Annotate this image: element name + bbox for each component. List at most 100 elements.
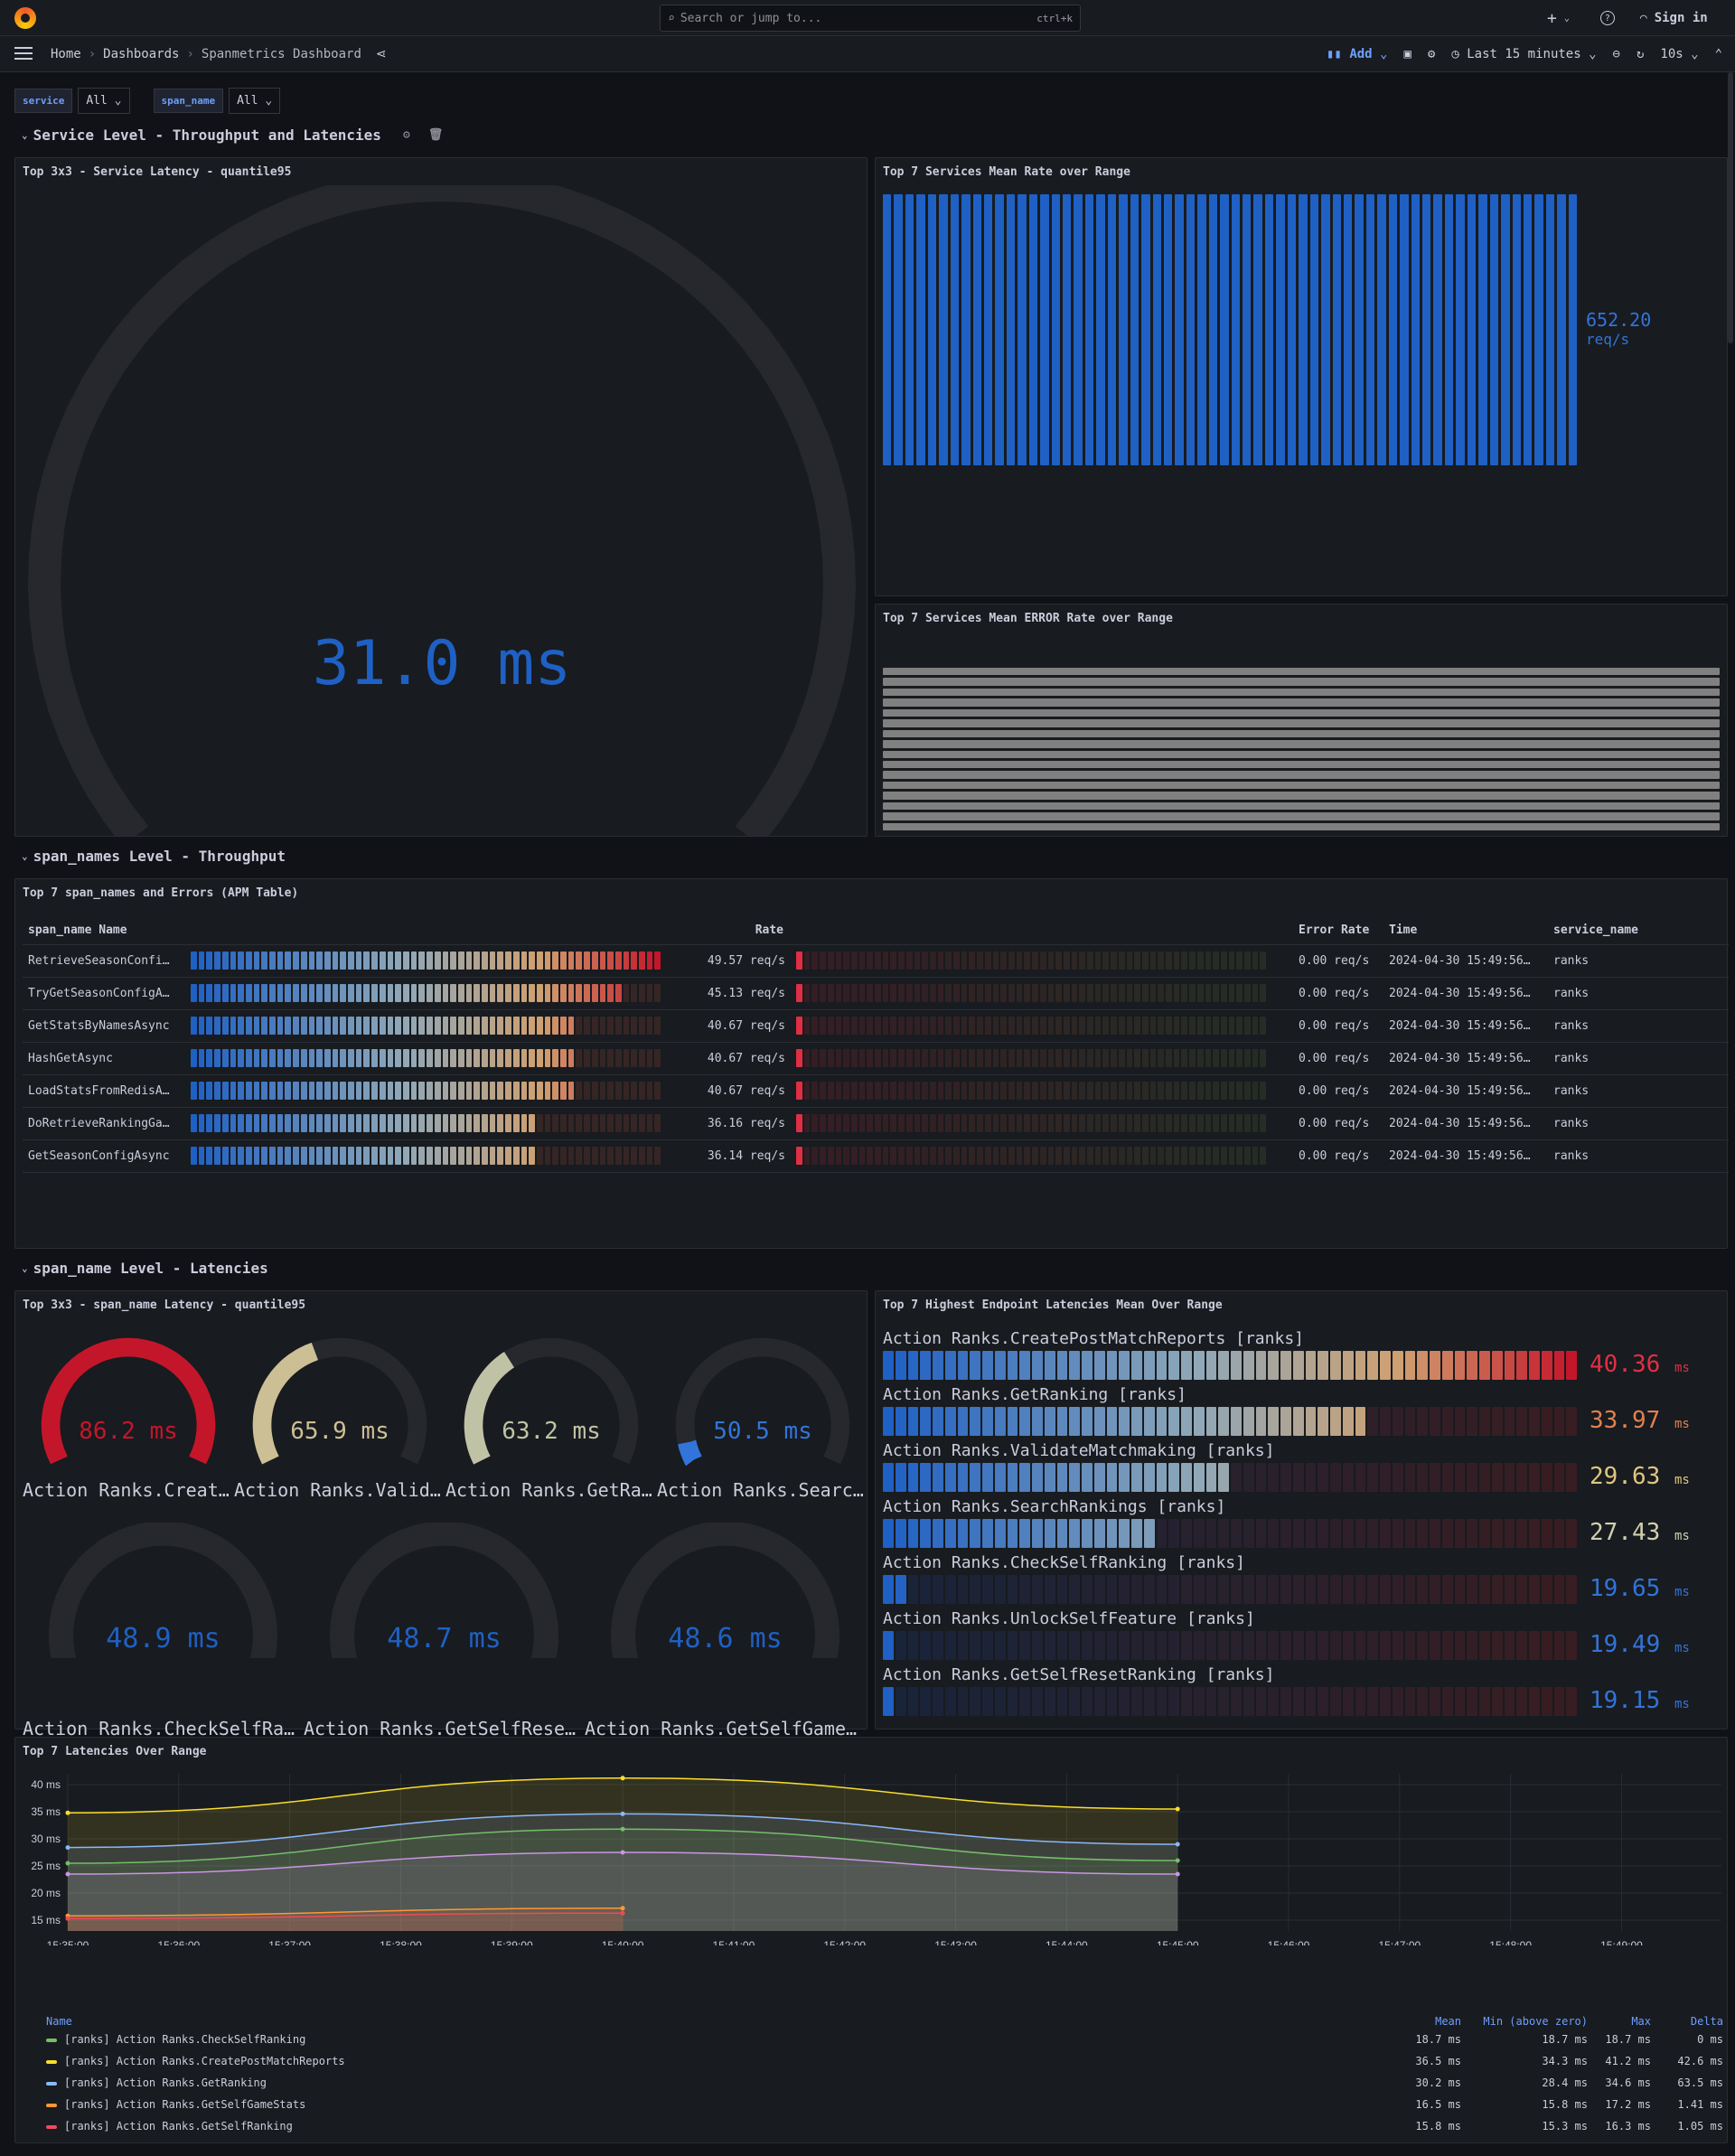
latency-gauge[interactable]: 86.2 ms Action Ranks.Creat… — [23, 1336, 234, 1517]
lcd-cell — [970, 1463, 980, 1492]
column-header-name[interactable]: span_name Name — [23, 917, 185, 945]
series-point[interactable] — [620, 1776, 625, 1781]
lcd-cell — [639, 1049, 645, 1067]
lcd-cell — [607, 951, 614, 970]
latency-time-series-chart[interactable]: 15:35:00 15:36:00 15:37:00 15:38:00 15:39:00… — [15, 1765, 1729, 1945]
panel-endpoint-latencies[interactable]: Top 7 Highest Endpoint Latencies Mean Ov… — [875, 1290, 1728, 1729]
series-point[interactable] — [620, 1811, 625, 1816]
panel-latencies-over-range[interactable]: Top 7 Latencies Over Range 15:35:00 15:36… — [14, 1737, 1728, 2143]
lcd-cell — [1430, 1463, 1440, 1492]
lcd-cell — [1529, 1351, 1540, 1380]
series-line[interactable] — [67, 1908, 624, 1917]
series-point[interactable] — [65, 1861, 70, 1866]
column-header-rate[interactable]: Rate — [185, 917, 791, 945]
grafana-logo-icon[interactable] — [14, 7, 36, 29]
lcd-cell — [1196, 984, 1204, 1002]
new-menu-button[interactable]: + — [1547, 8, 1557, 28]
legend-header-min[interactable]: Min (above zero) — [1483, 2015, 1588, 2028]
series-point[interactable] — [620, 1850, 625, 1855]
page-scrollbar[interactable] — [1728, 72, 1733, 343]
breadcrumb-home[interactable]: Home — [51, 47, 81, 61]
time-picker[interactable]: ◷ Last 15 minutes ⌄ — [1451, 47, 1597, 61]
latency-gauge[interactable]: 48.9 ms Action Ranks.CheckSelfRa… — [23, 1523, 304, 1739]
series-point[interactable] — [1175, 1858, 1180, 1863]
latency-gauge[interactable]: 63.2 ms Action Ranks.GetRa… — [445, 1336, 657, 1517]
share-icon[interactable]: ⋖ — [375, 47, 387, 61]
series-point[interactable] — [1175, 1871, 1180, 1877]
add-button[interactable]: ▮▮ Add ⌄ — [1327, 47, 1388, 61]
help-icon[interactable]: ? — [1599, 11, 1615, 25]
row-header-span-name-latencies[interactable]: ⌄ span_name Level - Latencies — [22, 1260, 268, 1277]
series-point[interactable] — [65, 1871, 70, 1877]
collapse-icon[interactable]: ⌃ — [1714, 47, 1722, 61]
series-point[interactable] — [620, 1826, 625, 1832]
menu-icon[interactable] — [14, 47, 33, 60]
table-row[interactable]: RetrieveSeasonConfi… 49.57 req/s 0.00 req/… — [23, 944, 1729, 978]
panel-span-latency-gauges[interactable]: Top 3x3 - span_name Latency - quantile95… — [14, 1290, 868, 1739]
search-box[interactable]: ⌕ Search or jump to... ctrl+k — [660, 5, 1081, 32]
refresh-icon[interactable]: ↻ — [1636, 47, 1645, 61]
series-point[interactable] — [1175, 1842, 1180, 1847]
zoom-out-icon[interactable]: ⊖ — [1612, 47, 1620, 61]
series-area — [68, 1913, 624, 1931]
gear-icon[interactable]: ⚙ — [402, 128, 410, 142]
lcd-cell — [1367, 1351, 1378, 1380]
table-row[interactable]: HashGetAsync 40.67 req/s 0.00 req/s 2024-04… — [23, 1042, 1729, 1075]
legend-row[interactable]: [ranks] Action Ranks.CreatePostMatchRepo… — [41, 2050, 1729, 2072]
series-point[interactable] — [620, 1906, 625, 1911]
lcd-cell — [977, 1049, 983, 1067]
latency-gauge[interactable]: 48.7 ms Action Ranks.GetSelfRese… — [304, 1523, 585, 1739]
panel-mean-rate[interactable]: Top 7 Services Mean Rate over Range 652.… — [875, 157, 1728, 596]
table-row[interactable]: LoadStatsFromRedisA… 40.67 req/s 0.00 req/… — [23, 1074, 1729, 1108]
lcd-cell — [1082, 1575, 1093, 1604]
table-row[interactable]: GetStatsByNamesAsync 40.67 req/s 0.00 req/… — [23, 1009, 1729, 1043]
legend-row[interactable]: [ranks] Action Ranks.GetRanking 30.2 ms 28… — [41, 2072, 1729, 2094]
legend-row[interactable]: [ranks] Action Ranks.GetSelfGameStats 16.… — [41, 2094, 1729, 2115]
trash-icon[interactable]: 🗑 — [427, 128, 444, 142]
series-point[interactable] — [65, 1810, 70, 1815]
lcd-cell — [1280, 1687, 1291, 1716]
refresh-interval[interactable]: 10s ⌄ — [1660, 47, 1699, 61]
column-header-time[interactable]: Time — [1383, 917, 1548, 945]
legend-header-name[interactable]: Name — [46, 2015, 72, 2028]
variable-select-service[interactable]: All ⌄ — [78, 87, 130, 114]
save-icon[interactable]: ▣ — [1403, 47, 1411, 61]
lcd-cell — [1330, 1407, 1341, 1436]
series-line[interactable] — [67, 1912, 624, 1919]
series-point[interactable] — [65, 1845, 70, 1851]
rate-bar-segment — [1119, 194, 1128, 465]
latency-gauge[interactable]: 48.6 ms Action Ranks.GetSelfGame… — [585, 1523, 866, 1739]
breadcrumb-dashboards[interactable]: Dashboards — [103, 47, 180, 61]
panel-error-rate[interactable]: Top 7 Services Mean ERROR Rate over Rang… — [875, 604, 1728, 837]
panel-service-latency[interactable]: Top 3x3 - Service Latency - quantile95 3… — [14, 157, 868, 837]
lcd-cell — [567, 1147, 575, 1165]
column-header-error-rate[interactable]: Error Rate — [1293, 917, 1383, 945]
lcd-cell — [1292, 1463, 1304, 1492]
panel-apm-table[interactable]: Top 7 span_names and Errors (APM Table) … — [14, 878, 1729, 1249]
table-row[interactable]: TryGetSeasonConfigA… 45.13 req/s 0.00 req/… — [23, 977, 1729, 1010]
table-row[interactable]: DoRetrieveRankingGa… 36.16 req/s 0.00 req/… — [23, 1107, 1729, 1140]
row-header-service-level[interactable]: ⌄ Service Level - Throughput and Latenci… — [22, 127, 443, 144]
latency-gauge[interactable]: 50.5 ms Action Ranks.Searc… — [657, 1336, 868, 1517]
legend-header-mean[interactable]: Mean — [1435, 2015, 1461, 2028]
legend-row[interactable]: [ranks] Action Ranks.GetSelfRanking 15.8 … — [41, 2115, 1729, 2137]
lcd-cell — [387, 1147, 394, 1165]
legend-header-delta[interactable]: Delta — [1690, 2015, 1723, 2028]
latency-gauge[interactable]: 65.9 ms Action Ranks.Valid… — [234, 1336, 445, 1517]
series-point[interactable] — [1175, 1806, 1180, 1812]
table-row[interactable]: GetSeasonConfigAsync 36.14 req/s 0.00 req/… — [23, 1139, 1729, 1173]
series-point[interactable] — [65, 1916, 70, 1921]
legend-header-max[interactable]: Max — [1631, 2015, 1651, 2028]
column-header-service[interactable]: service_name — [1548, 917, 1729, 945]
lcd-cell — [1417, 1575, 1428, 1604]
legend-row[interactable]: [ranks] Action Ranks.CheckSelfRanking 18.… — [41, 2029, 1729, 2050]
lcd-cell — [474, 984, 481, 1002]
sign-in-link[interactable]: Sign in — [1654, 11, 1708, 25]
top-bar: ⌕ Search or jump to... ctrl+k + ⌄ ? ◠ Si… — [0, 0, 1735, 36]
gear-icon[interactable]: ⚙ — [1427, 47, 1436, 61]
lcd-cell — [1231, 1687, 1242, 1716]
variable-select-span-name[interactable]: All ⌄ — [229, 87, 281, 114]
rss-icon[interactable]: ◠ — [1639, 11, 1647, 25]
row-header-span-names-throughput[interactable]: ⌄ span_names Level - Throughput — [22, 848, 286, 865]
series-point[interactable] — [620, 1910, 625, 1916]
